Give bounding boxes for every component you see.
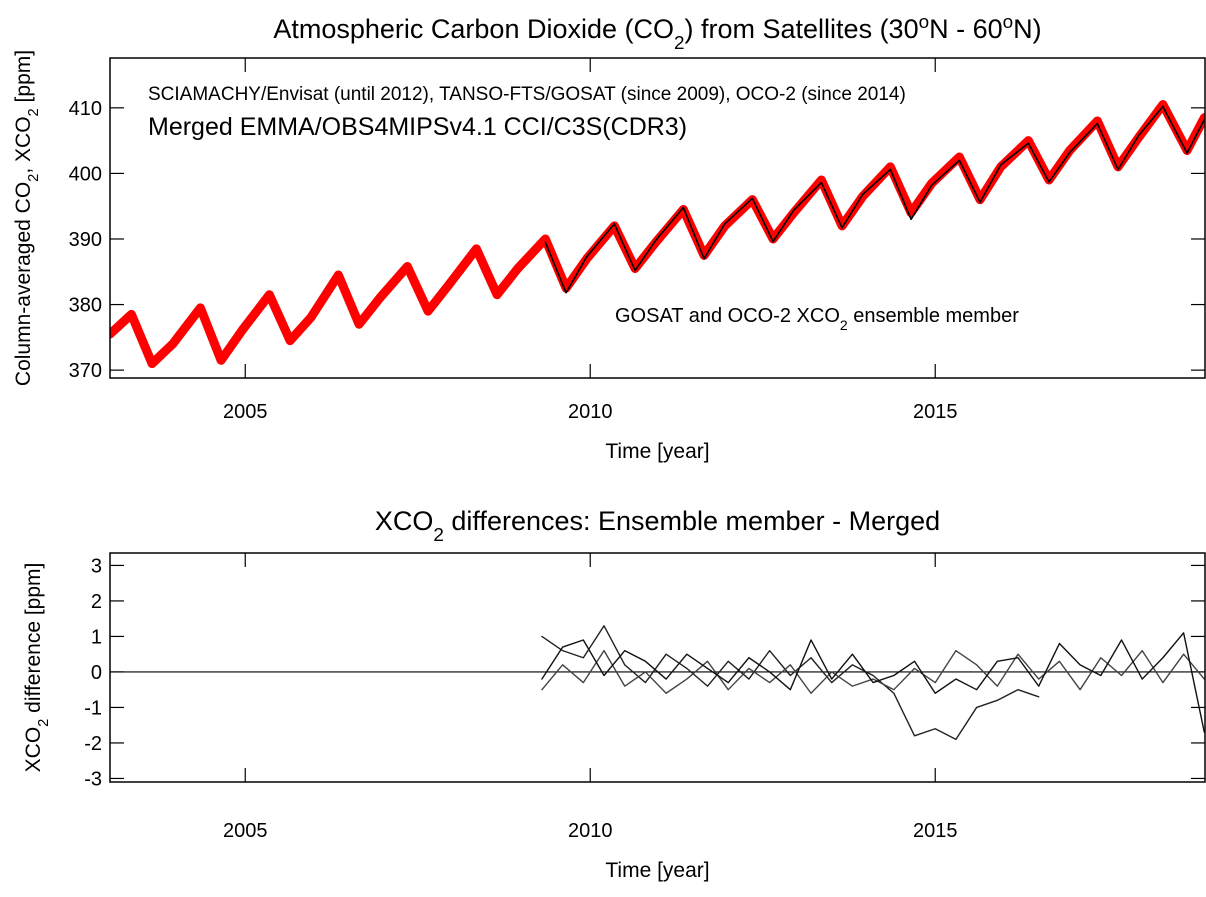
x-tick-label: 2005 — [223, 401, 268, 423]
subscript: 2 — [36, 719, 52, 727]
y-tick-label: 400 — [69, 163, 102, 185]
x-axis-label: Time [year] — [605, 440, 709, 463]
subscript: 2 — [674, 33, 685, 54]
x-tick-label: 2010 — [568, 820, 613, 842]
y-tick-label: 410 — [69, 98, 102, 120]
y-tick-label: 390 — [69, 229, 102, 251]
text-part: N - 60 — [929, 14, 1003, 44]
x-tick-label: 2010 — [568, 401, 613, 423]
text-part: , XCO — [12, 116, 35, 173]
data-line — [110, 100, 1205, 369]
data-line — [541, 632, 1205, 733]
y-tick-label: -3 — [84, 768, 102, 790]
subscript: 2 — [26, 108, 42, 116]
superscript: o — [1003, 12, 1014, 33]
text-part: N) — [1013, 14, 1042, 44]
y-tick-label: -2 — [84, 733, 102, 755]
x-tick-label: 2015 — [913, 820, 958, 842]
plot-frame — [109, 552, 1206, 783]
x-tick-label: 2015 — [913, 401, 958, 423]
y-tick-label: -1 — [84, 697, 102, 719]
text-part: Column-averaged CO — [12, 182, 35, 386]
plot-frame — [109, 57, 1206, 379]
y-tick-label: 0 — [91, 662, 102, 684]
text-part: XCO — [375, 506, 434, 536]
text-part: difference [ppm] — [22, 563, 45, 719]
text-part: [ppm] — [12, 50, 35, 108]
y-axis-label: XCO2 difference [ppm] — [22, 563, 52, 773]
y-tick-label: 380 — [69, 295, 102, 317]
annotation: SCIAMACHY/Envisat (until 2012), TANSO-FT… — [148, 84, 906, 105]
subscript: 2 — [26, 174, 42, 182]
y-axis-label: Column-averaged CO2, XCO2 [ppm] — [12, 50, 42, 386]
legend-entry: GOSAT and OCO-2 XCO2 ensemble member — [615, 305, 1019, 333]
text-part: Atmospheric Carbon Dioxide (CO — [273, 14, 674, 44]
text-part: differences: Ensemble member - Merged — [444, 506, 940, 536]
panel: XCO2 differences: Ensemble member - Merg… — [22, 506, 1206, 882]
text-part: GOSAT and OCO-2 XCO — [615, 305, 840, 327]
y-tick-label: 3 — [91, 555, 102, 577]
x-tick-label: 2005 — [223, 820, 268, 842]
x-axis-label: Time [year] — [605, 859, 709, 882]
subscript: 2 — [840, 317, 848, 333]
data-line — [541, 625, 1040, 741]
legend-entry: Merged EMMA/OBS4MIPSv4.1 CCI/C3S(CDR3) — [148, 113, 687, 141]
text-part: XCO — [22, 727, 45, 773]
data-line — [544, 105, 1205, 294]
chart-title: XCO2 differences: Ensemble member - Merg… — [375, 506, 940, 546]
data-line — [541, 649, 1205, 694]
chart-title: Atmospheric Carbon Dioxide (CO2) from Sa… — [273, 12, 1041, 54]
text-part: ensemble member — [848, 305, 1020, 327]
subscript: 2 — [433, 525, 444, 546]
text-part: ) from Satellites (30 — [685, 14, 919, 44]
superscript: o — [919, 12, 930, 33]
y-tick-label: 2 — [91, 591, 102, 613]
panel: Atmospheric Carbon Dioxide (CO2) from Sa… — [12, 12, 1206, 463]
y-tick-label: 1 — [91, 626, 102, 648]
y-tick-label: 370 — [69, 360, 102, 382]
